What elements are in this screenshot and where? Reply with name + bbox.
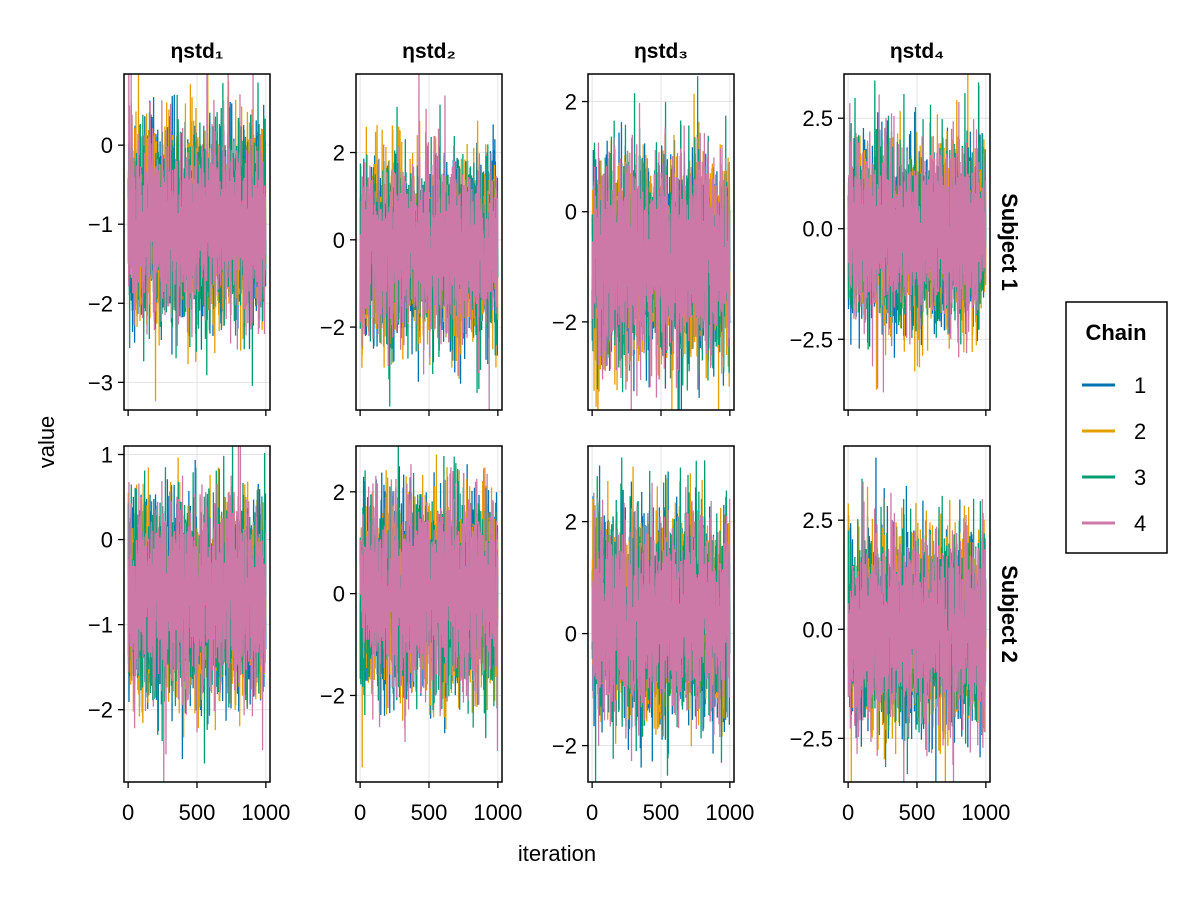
y-tick-label: −2 [88, 698, 113, 723]
legend-label: 1 [1134, 373, 1146, 398]
y-tick-label: 0 [333, 582, 345, 607]
panel-r1-c3: 2 0 −2 ηstd₃ [552, 40, 735, 416]
y-tick-label: −2.5 [790, 726, 833, 751]
traces [127, 74, 267, 402]
traces [359, 74, 499, 410]
y-tick-label: 2 [565, 90, 577, 115]
y-tick-label: 2.5 [802, 508, 833, 533]
trace-chain-4 [591, 103, 731, 410]
traces [591, 76, 731, 410]
y-tick-label: 0 [565, 622, 577, 647]
column-title: ηstd₃ [634, 40, 688, 63]
y-tick-label: −3 [88, 370, 113, 395]
traces [591, 457, 731, 782]
y-tick-label: −2 [320, 315, 345, 340]
x-tick-label: 1000 [241, 800, 290, 825]
y-tick-label: −2 [88, 291, 113, 316]
x-tick-label: 1000 [473, 800, 522, 825]
column-title: ηstd₂ [402, 40, 456, 63]
x-tick-label: 0 [586, 800, 598, 825]
row-label: Subject 1 [997, 193, 1022, 291]
y-tick-label: 0.0 [802, 617, 833, 642]
y-tick-label: −2 [552, 734, 577, 759]
y-tick-label: 2 [333, 480, 345, 505]
row-label: Subject 2 [997, 565, 1022, 663]
column-title: ηstd₁ [170, 40, 223, 63]
y-tick-label: −2 [552, 310, 577, 335]
panel-r2-c2: 2 0 −2 0 500 1000 [320, 445, 522, 825]
y-tick-label: −1 [88, 212, 113, 237]
legend: Chain 1 2 3 4 [1065, 301, 1168, 554]
panel-r2-c3: 2 0 −2 0 500 1000 [552, 445, 754, 825]
legend-entry-2: 2 [1082, 419, 1146, 444]
x-tick-label: 0 [122, 800, 134, 825]
y-tick-label: 0.0 [802, 217, 833, 242]
trace-chain-4 [127, 446, 267, 782]
y-tick-label: 2 [565, 510, 577, 535]
panel-r1-c4: 2.5 0.0 −2.5 ηstd₄ Subject 1 [790, 40, 1022, 416]
y-tick-label: 0 [333, 228, 345, 253]
x-tick-label: 500 [179, 800, 216, 825]
x-tick-label: 500 [643, 800, 680, 825]
legend-frame [1065, 301, 1168, 554]
y-tick-label: 0 [565, 200, 577, 225]
x-axis-label: iteration [518, 841, 596, 866]
panel-r2-c1: 1 0 −1 −2 0 500 1000 [88, 443, 290, 825]
trace-chain-4 [591, 482, 731, 761]
y-tick-label: −2 [320, 683, 345, 708]
legend-label: 3 [1134, 465, 1146, 490]
x-tick-label: 1000 [705, 800, 754, 825]
x-tick-label: 0 [842, 800, 854, 825]
trace-chain-4 [127, 74, 267, 350]
trace-chain-4 [847, 481, 987, 782]
legend-entry-4: 4 [1082, 511, 1146, 536]
traces [847, 74, 987, 393]
y-tick-label: 2.5 [802, 106, 833, 131]
column-title: ηstd₄ [890, 40, 944, 63]
trace-chain-4 [359, 464, 499, 751]
legend-entry-1: 1 [1082, 373, 1146, 398]
y-tick-label: 0 [101, 528, 113, 553]
y-tick-label: −1 [88, 613, 113, 638]
legend-label: 4 [1134, 511, 1146, 536]
panels-group: 0 −1 −2 −3 ηstd₁ 2 0 −2 ηstd₂ 2 0 −2 ηstd₃ 2.5 0.0 −2.5… [88, 40, 1022, 825]
x-tick-label: 0 [354, 800, 366, 825]
trace-chain-4 [359, 74, 499, 410]
y-tick-label: 0 [101, 133, 113, 158]
panel-r1-c2: 2 0 −2 ηstd₂ [320, 40, 503, 416]
panel-r2-c4: 2.5 0.0 −2.5 0 500 1000 Subject 2 [790, 445, 1022, 825]
traces [127, 446, 267, 782]
legend-entry-3: 3 [1082, 465, 1146, 490]
y-tick-label: 1 [101, 443, 113, 468]
y-tick-label: −2.5 [790, 327, 833, 352]
panel-r1-c1: 0 −1 −2 −3 ηstd₁ [88, 40, 271, 416]
traces [847, 457, 987, 782]
traces [359, 446, 499, 768]
x-tick-label: 500 [411, 800, 448, 825]
y-axis-label: value [34, 416, 59, 469]
legend-label: 2 [1134, 419, 1146, 444]
x-tick-label: 1000 [961, 800, 1010, 825]
x-tick-label: 500 [899, 800, 936, 825]
trace-chain-4 [847, 94, 987, 393]
legend-title: Chain [1085, 320, 1146, 345]
y-tick-label: 2 [333, 141, 345, 166]
